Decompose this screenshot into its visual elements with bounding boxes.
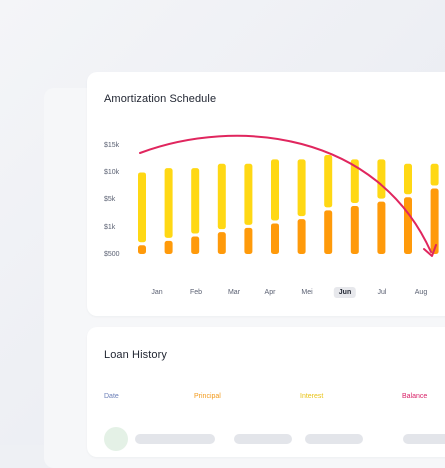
principal-bar[interactable] <box>217 232 226 254</box>
trend-arrow-head-icon <box>423 244 437 257</box>
interest-bar[interactable] <box>324 155 333 208</box>
x-tick-feb[interactable]: Feb <box>189 289 203 296</box>
interest-bar[interactable] <box>217 163 226 230</box>
y-tick-label: $5k <box>104 196 116 203</box>
loading-text-placeholder <box>305 434 363 444</box>
loading-text-placeholder <box>234 434 292 444</box>
loan-history-card: Loan History Date Principal Interest Bal… <box>87 327 445 457</box>
interest-bar[interactable] <box>271 159 279 221</box>
chart-plot-area <box>138 134 439 257</box>
x-tick-aug[interactable]: Aug <box>414 289 428 296</box>
principal-bar[interactable] <box>377 201 386 254</box>
interest-bar[interactable] <box>244 163 253 225</box>
principal-bar[interactable] <box>191 236 200 254</box>
loan-history-title: Loan History <box>104 349 167 361</box>
column-header-principal[interactable]: Principal <box>194 393 221 400</box>
y-tick-label: $15k <box>104 142 120 149</box>
column-header-date[interactable]: Date <box>104 393 119 400</box>
principal-bar[interactable] <box>430 188 439 254</box>
chart-title: Amortization Schedule <box>104 93 217 105</box>
amortization-chart-card: Amortization Schedule $15k $10k $5k $1k … <box>87 72 445 316</box>
principal-bar[interactable] <box>164 240 173 254</box>
interest-bar[interactable] <box>191 168 200 234</box>
loading-avatar-placeholder <box>104 427 128 451</box>
principal-bar[interactable] <box>271 223 279 254</box>
column-header-balance[interactable]: Balance <box>402 393 428 400</box>
column-header-interest[interactable]: Interest <box>300 393 324 400</box>
x-tick-mar[interactable]: Mar <box>227 289 241 296</box>
principal-bar[interactable] <box>404 197 412 254</box>
x-tick-jun[interactable]: Jun <box>333 287 357 298</box>
x-tick-mei[interactable]: Mei <box>301 289 313 296</box>
x-tick-jul[interactable]: Jul <box>377 289 387 296</box>
x-tick-apr[interactable]: Apr <box>264 289 276 296</box>
interest-bar[interactable] <box>138 172 146 243</box>
interest-bar[interactable] <box>164 168 173 238</box>
y-tick-label: $500 <box>104 251 120 258</box>
loading-text-placeholder <box>135 434 215 444</box>
y-tick-label: $1k <box>104 224 116 231</box>
principal-bar[interactable] <box>138 245 146 254</box>
interest-bar[interactable] <box>430 163 439 186</box>
trend-arrow-line <box>139 134 432 253</box>
interest-bar[interactable] <box>404 163 412 195</box>
principal-bar[interactable] <box>244 227 253 254</box>
principal-bar[interactable] <box>297 219 306 254</box>
principal-bar[interactable] <box>324 210 333 254</box>
principal-bar[interactable] <box>350 206 359 254</box>
loading-text-placeholder <box>403 434 445 444</box>
y-tick-label: $10k <box>104 169 120 176</box>
interest-bar[interactable] <box>377 159 386 199</box>
x-tick-jan[interactable]: Jan <box>151 289 163 296</box>
interest-bar[interactable] <box>350 159 359 203</box>
interest-bar[interactable] <box>297 159 306 217</box>
